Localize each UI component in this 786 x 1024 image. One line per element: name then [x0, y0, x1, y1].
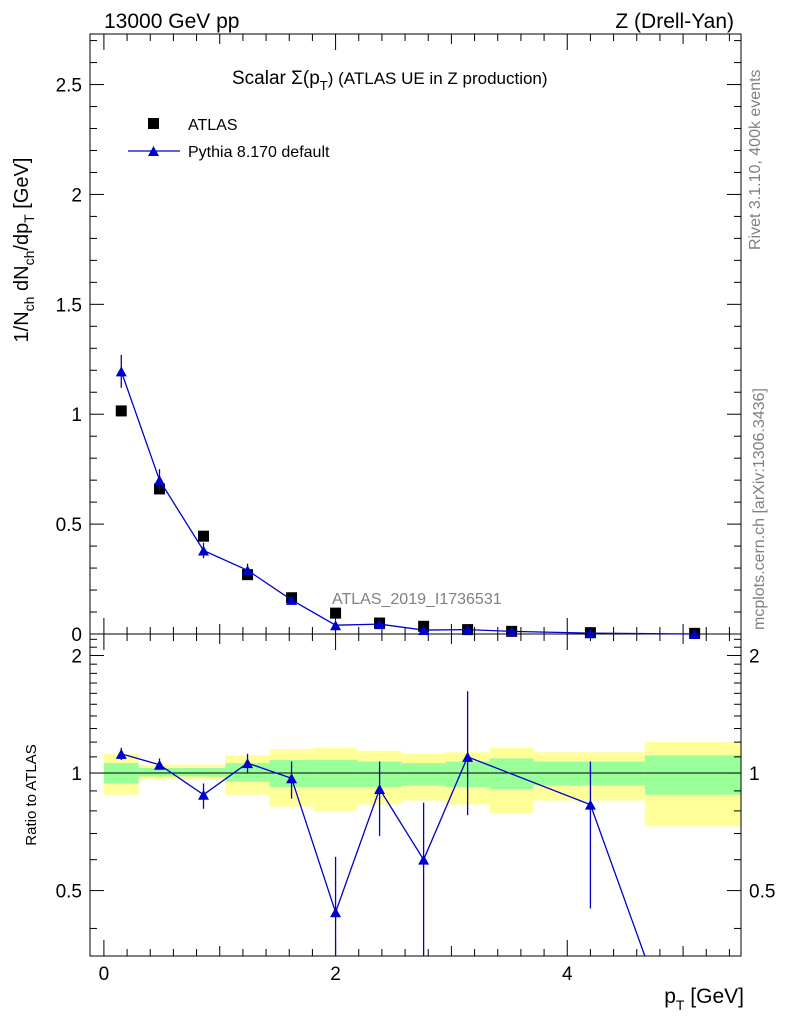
ratio-pythia-point [286, 773, 298, 784]
atlas-point [115, 405, 127, 417]
ratio-y-tick-label-left: 1 [71, 764, 82, 785]
pythia-point [242, 565, 254, 576]
pythia-point [198, 545, 210, 556]
ratio-y-tick-label-right: 0.5 [749, 882, 775, 903]
axis-ticks: 00.511.522.50 2 40.5 0.51 12 2 [56, 34, 775, 985]
main-y-tick-label: 1 [71, 405, 82, 426]
x-tick-label: 2 [330, 964, 341, 985]
legend-atlas-label: ATLAS [188, 117, 238, 134]
ratio-y-tick-label-right: 2 [749, 646, 760, 667]
stat-band-5 [313, 759, 358, 788]
legend-atlas-marker [148, 118, 159, 129]
pythia-point [418, 625, 430, 636]
pythia-point [584, 628, 596, 639]
ratio-y-axis-label: Ratio to ATLAS [23, 744, 40, 845]
stat-band-1 [138, 768, 182, 777]
ratio-pythia-point [242, 758, 254, 769]
pythia-point [154, 475, 166, 486]
pythia-point [330, 620, 342, 631]
ratio-y-tick-label-left: 2 [71, 646, 82, 667]
pythia-line [120, 371, 695, 635]
pythia-point [689, 629, 701, 639]
ratio-pythia-point [418, 854, 430, 865]
plot-title: Scalar Σ(pT) (ATLAS UE in Z production) [232, 68, 548, 93]
main-y-tick-label: 2.5 [56, 76, 82, 97]
ratio-pythia-point [374, 784, 386, 795]
mcplots-label: mcplots.cern.ch [arXiv:1306.3436] [751, 388, 768, 630]
pythia-point [286, 594, 298, 605]
stat-band-11 [644, 755, 741, 795]
data-marks [115, 354, 701, 957]
main-y-axis-label: 1/Nch dNch/dpT [GeV] [11, 158, 37, 343]
main-y-tick-label: 0.5 [56, 515, 82, 536]
atlas-point [198, 530, 210, 542]
ratio-pythia-point [330, 907, 342, 918]
stat-band-7 [401, 763, 446, 786]
ratio-pythia-point [462, 751, 474, 762]
main-y-tick-label: 2 [71, 185, 82, 206]
rivet-version-label: Rivet 3.1.10, 400k events [747, 69, 764, 250]
ratio-pythia-point [584, 799, 596, 810]
header-collision-energy: 13000 GeV pp [104, 10, 239, 33]
ratio-pythia-point [115, 748, 127, 759]
main-y-tick-label: 0 [71, 625, 82, 646]
header-process: Z (Drell-Yan) [615, 10, 734, 33]
x-tick-label: 0 [99, 964, 110, 985]
legend-pythia-label: Pythia 8.170 default [188, 144, 330, 161]
ratio-uncertainty-bands [103, 742, 741, 827]
ratio-pythia-point [198, 789, 210, 800]
ratio-pythia-point [154, 759, 166, 770]
pythia-point [506, 626, 518, 637]
plot-frames [89, 33, 742, 957]
x-axis-label: pT [GeV] [664, 985, 744, 1013]
pythia-point [374, 619, 386, 630]
ratio-y-tick-label-right: 1 [749, 764, 760, 785]
analysis-watermark: ATLAS_2019_I1736531 [332, 591, 502, 608]
ratio-plot-frame [89, 633, 742, 957]
legend-pythia-marker [148, 146, 159, 156]
x-tick-label: 4 [562, 964, 573, 985]
ratio-y-tick-label-left: 0.5 [56, 882, 82, 903]
stat-band-2 [181, 768, 226, 777]
pythia-point [462, 624, 474, 635]
main-y-tick-label: 1.5 [56, 295, 82, 316]
atlas-point [330, 607, 342, 619]
pythia-point [115, 366, 127, 377]
